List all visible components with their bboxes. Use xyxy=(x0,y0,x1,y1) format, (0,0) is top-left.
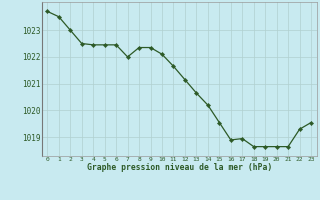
X-axis label: Graphe pression niveau de la mer (hPa): Graphe pression niveau de la mer (hPa) xyxy=(87,163,272,172)
